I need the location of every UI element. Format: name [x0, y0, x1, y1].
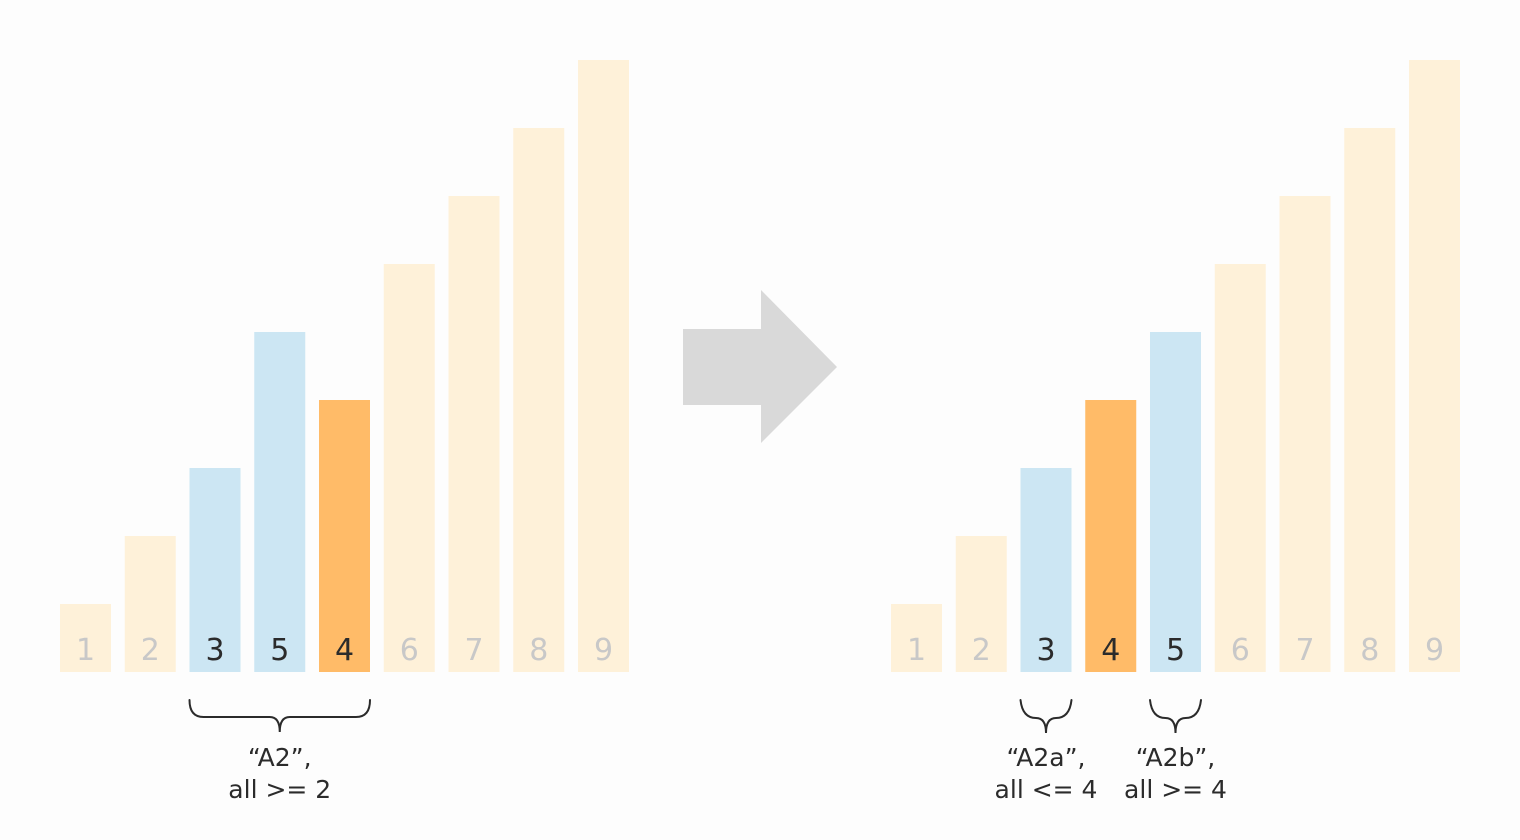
bar-label-after-6: 6: [1231, 633, 1250, 668]
panel-after: 1 2 3 4 5 6 7 8 9 “A2a”, all <= 4 “A2b”, all >= 4: [891, 60, 1460, 804]
bar-label-after-4: 4: [1101, 633, 1120, 668]
bar-after-3: [1020, 468, 1072, 672]
bar-label-before-8: 8: [529, 633, 548, 668]
bar-label-before-3: 3: [205, 633, 224, 668]
bar-label-after-9: 9: [1425, 633, 1444, 668]
brace-icon: [1019, 699, 1073, 734]
bar-after-6: [1214, 264, 1266, 672]
bar-label-after-8: 8: [1360, 633, 1379, 668]
bar-label-before-9: 9: [594, 633, 613, 668]
group-caption-condition: all >= 4: [1124, 775, 1227, 804]
bar-before-8: [513, 128, 565, 672]
bar-after-2: [955, 536, 1007, 672]
bar-before-1: [60, 604, 111, 672]
bar-label-before-4: 5: [270, 633, 289, 668]
bar-before-4: [254, 332, 306, 672]
group-caption-condition: all >= 2: [228, 775, 331, 804]
bar-after-7: [1279, 196, 1331, 672]
bar-label-before-1: 1: [76, 633, 95, 668]
bar-label-after-2: 2: [972, 633, 991, 668]
bar-after-1: [891, 604, 942, 672]
bar-label-before-2: 2: [141, 633, 160, 668]
bar-before-3: [189, 468, 241, 672]
group-caption-title: “A2b”,: [1136, 743, 1216, 772]
bar-before-2: [124, 536, 176, 672]
bar-label-before-5: 4: [335, 633, 354, 668]
bar-after-4: [1085, 400, 1137, 672]
bar-before-7: [448, 196, 500, 672]
brace-icon: [188, 699, 371, 733]
bar-label-after-5: 5: [1166, 633, 1185, 668]
group-caption-condition: all <= 4: [995, 775, 1098, 804]
group-caption-title: “A2a”,: [1007, 743, 1086, 772]
brace-icon: [1149, 699, 1202, 734]
bar-after-8: [1344, 128, 1396, 672]
bar-label-before-6: 6: [400, 633, 419, 668]
bar-before-9: [578, 60, 629, 672]
right-arrow-icon: [683, 290, 837, 443]
bar-label-after-3: 3: [1036, 633, 1055, 668]
bar-after-9: [1409, 60, 1460, 672]
bar-label-before-7: 7: [464, 633, 483, 668]
bar-before-5: [319, 400, 370, 672]
group-caption-title: “A2”,: [248, 743, 312, 772]
bar-label-after-1: 1: [907, 633, 926, 668]
bar-label-after-7: 7: [1295, 633, 1314, 668]
bar-before-6: [383, 264, 435, 672]
panel-before: 1 2 3 5 4 6 7 8 9 “A2”, all >= 2: [60, 60, 629, 804]
bar-after-5: [1150, 332, 1201, 672]
